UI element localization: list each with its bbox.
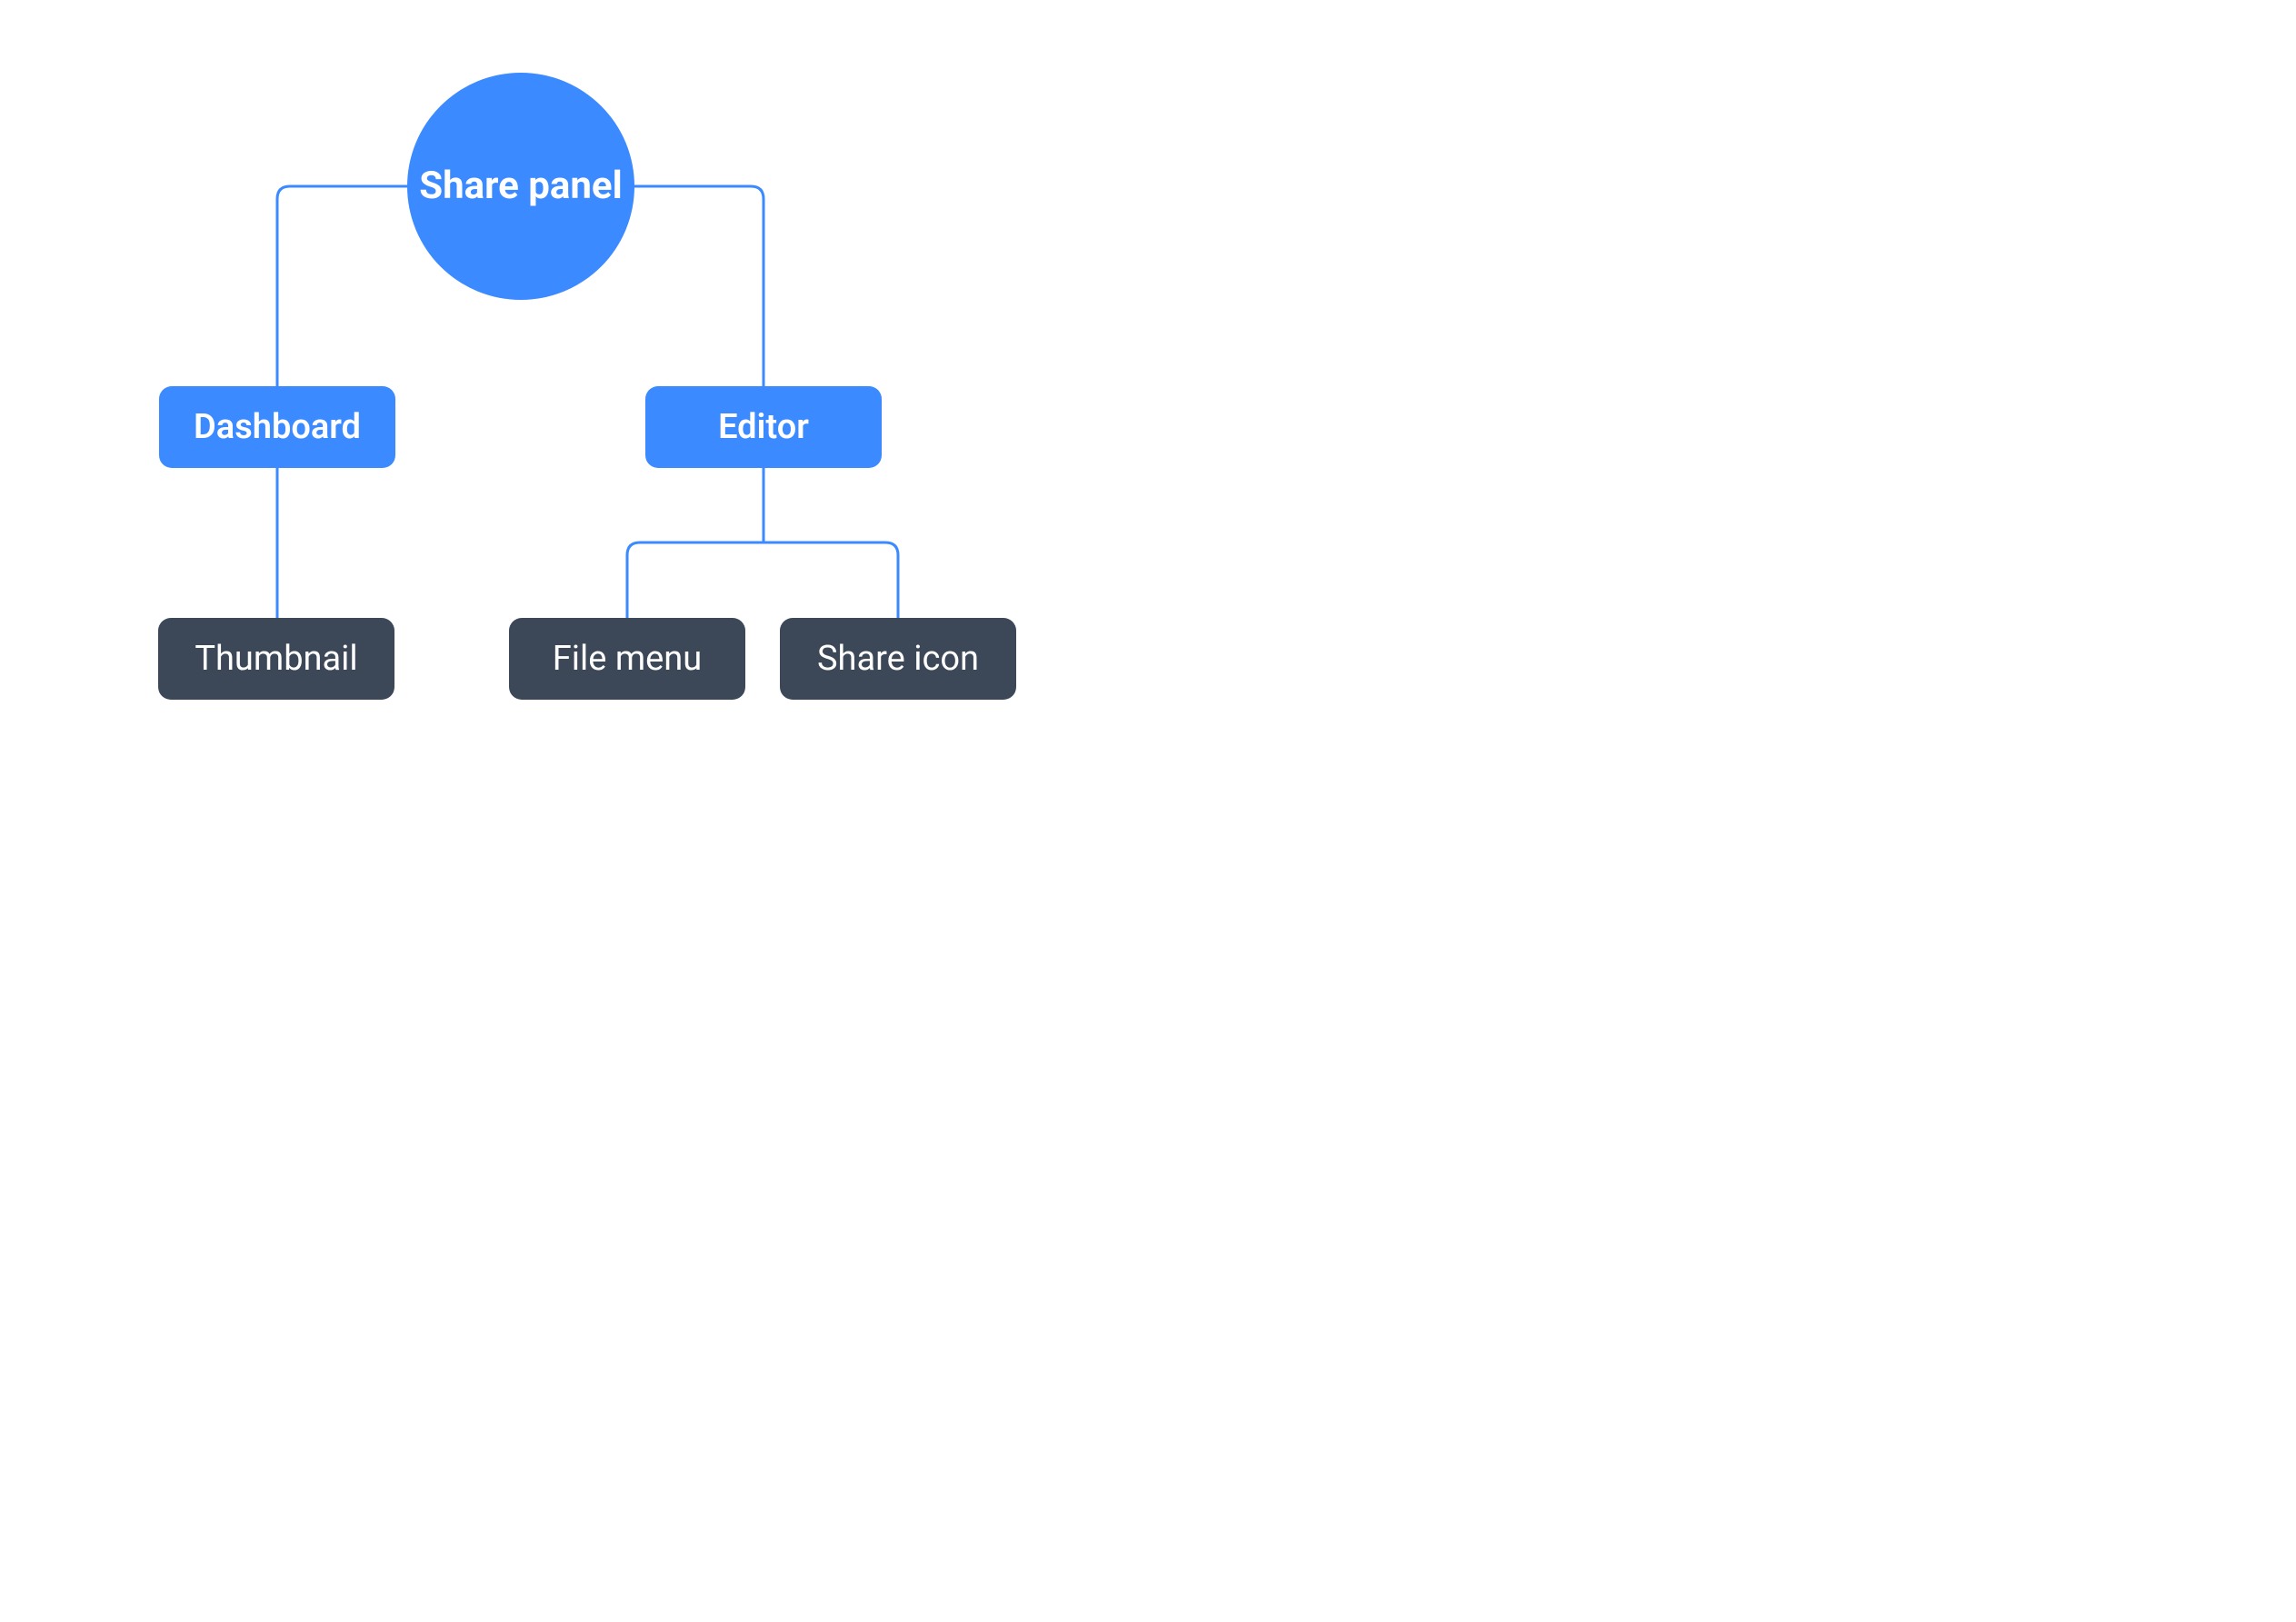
editor-label: Editor — [718, 407, 809, 447]
dashboard-label: Dashboard — [194, 407, 361, 447]
shareicon-label: Share icon — [817, 639, 979, 679]
node-dashboard: Dashboard — [159, 386, 395, 468]
thumbnail-label: Thumbnail — [195, 639, 357, 679]
root-node-share-panel: Share panel — [407, 73, 634, 300]
node-file-menu: File menu — [509, 618, 745, 700]
root-label: Share panel — [419, 164, 622, 209]
node-thumbnail: Thumbnail — [158, 618, 394, 700]
node-editor: Editor — [645, 386, 882, 468]
tree-diagram: Share panel Dashboard Editor Thumbnail F… — [0, 0, 1148, 811]
node-share-icon: Share icon — [780, 618, 1016, 700]
filemenu-label: File menu — [553, 639, 702, 679]
